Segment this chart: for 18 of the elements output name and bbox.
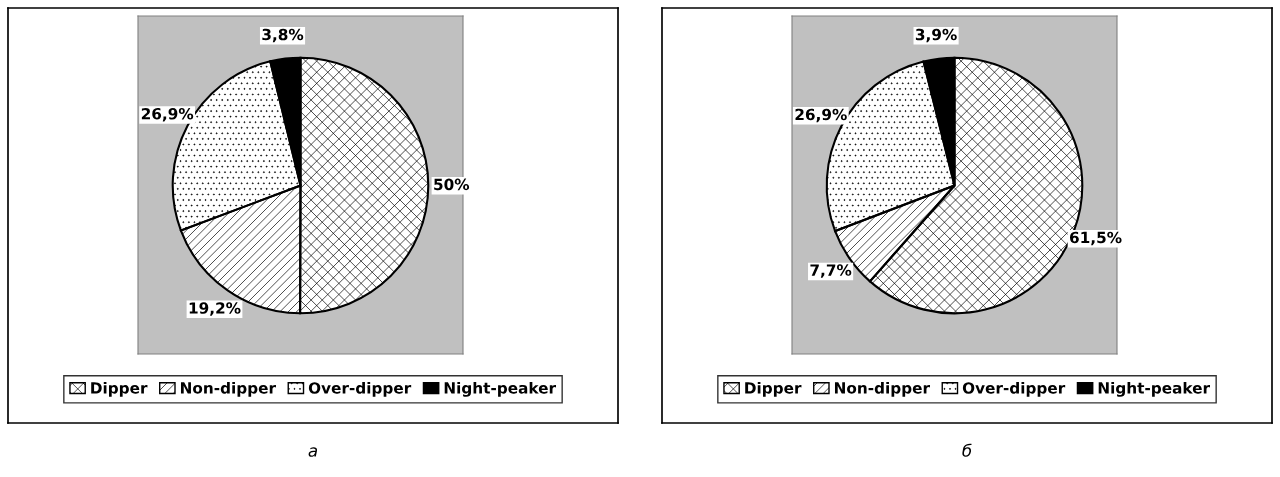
legend-label: Over-dipper <box>962 381 1066 397</box>
data-label: 50% <box>434 178 470 191</box>
data-label: 3,8% <box>262 28 304 43</box>
text: а <box>308 447 318 457</box>
legend-label: Non-dipper <box>834 381 930 397</box>
data-label: 61,5% <box>1069 231 1122 246</box>
data-label: 3,9% <box>915 28 957 43</box>
legend-label: Non-dipper <box>180 381 276 397</box>
legend-label: Night-peaker <box>1098 381 1211 397</box>
legend-label: Dipper <box>745 381 802 397</box>
legend-label: Dipper <box>91 381 148 397</box>
legend-label: Night-peaker <box>444 381 557 397</box>
data-label: 19,2% <box>189 302 241 316</box>
text: б <box>962 443 972 457</box>
legend-label: Over-dipper <box>308 381 412 397</box>
data-label: 26,9% <box>141 107 194 122</box>
data-label: 7,7% <box>810 264 852 278</box>
data-label: 26,9% <box>795 108 847 123</box>
